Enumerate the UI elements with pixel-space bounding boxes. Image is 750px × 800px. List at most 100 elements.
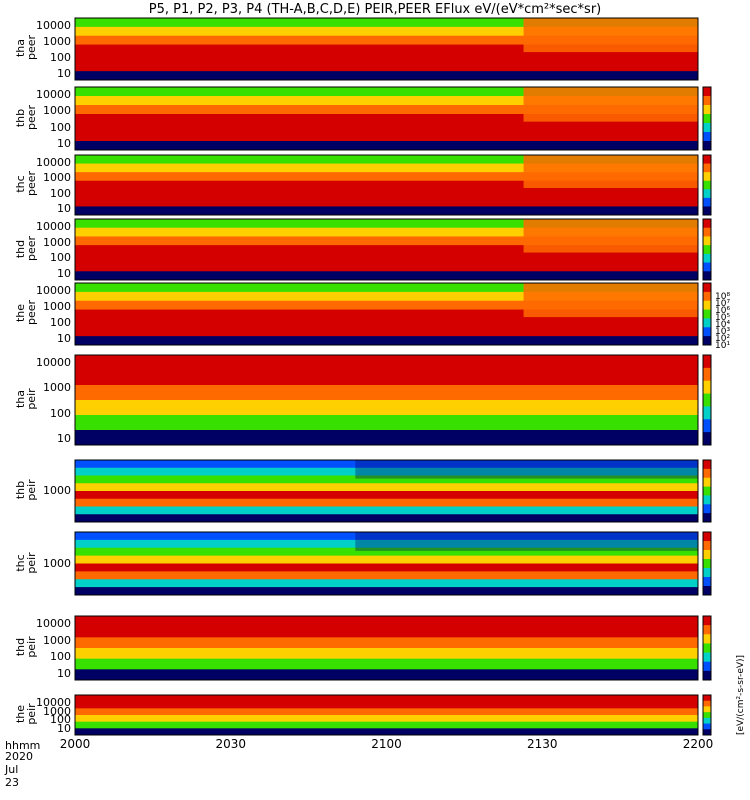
y-tick-label: 10 [57, 667, 71, 680]
colorbar-segment [703, 105, 711, 115]
energy-band [75, 475, 698, 484]
energy-band [75, 514, 698, 523]
panel-frame [74, 218, 699, 281]
colorbar-segment [703, 132, 711, 142]
colorbar-segment [703, 271, 711, 281]
colorbar-tick-label: 10⁶ [715, 306, 731, 316]
panel-frame [74, 86, 699, 151]
colorbar-segment [703, 486, 711, 496]
colorbar-segment [703, 283, 711, 293]
energy-band [75, 283, 698, 293]
y-tick-label: 10 [57, 67, 71, 80]
colorbar-segment [703, 96, 711, 106]
colorbar [702, 531, 712, 596]
colorbar-segment [703, 300, 711, 311]
energy-band [75, 336, 698, 346]
panel-frame [74, 17, 699, 81]
colorbar-segment [703, 577, 711, 587]
y-tick-label: 10000 [36, 617, 71, 630]
panel-the-peir [74, 694, 699, 736]
colorbar-segment [703, 477, 711, 488]
energy-band [75, 385, 698, 401]
energy-band [75, 571, 698, 580]
colorbar [702, 282, 712, 346]
post-jump-noise-region [355, 460, 698, 479]
colorbar-tick-label: 10⁴ [715, 320, 731, 330]
x-tick-label: 2130 [526, 737, 558, 751]
colorbar-segment [703, 419, 711, 433]
date-label: 2020 Jul 23 [5, 750, 33, 789]
colorbar-segment [703, 513, 711, 523]
energy-band [75, 547, 698, 557]
colorbar-tick-label: 10² [715, 334, 731, 344]
colorbar-segment [703, 700, 711, 707]
energy-band [75, 415, 698, 431]
y-tick-label: 100 [50, 120, 71, 134]
late-depletion-region [523, 87, 698, 122]
energy-band [75, 721, 698, 729]
energy-band [75, 105, 698, 115]
energy-band [75, 53, 698, 63]
panel-thc-peir [74, 531, 699, 596]
y-tick-label: 10000 [36, 220, 71, 233]
colorbar-segment [703, 504, 711, 514]
y-tick-label: 1000 [43, 235, 71, 249]
energy-band [75, 648, 698, 660]
energy-band [75, 262, 698, 272]
colorbar-segment [703, 262, 711, 272]
colorbar-segment [703, 327, 711, 337]
colorbar-segment [703, 616, 711, 626]
y-tick-label: 10 [57, 202, 71, 215]
energy-band [75, 35, 698, 46]
energy-band [75, 498, 698, 507]
y-tick-label: 100 [50, 316, 71, 329]
colorbar-segment [703, 367, 711, 382]
energy-band [75, 18, 698, 28]
energy-band [75, 563, 698, 572]
late-depletion-region [523, 283, 698, 318]
colorbar-segment [703, 253, 711, 264]
y-tick-label: 10000 [36, 19, 71, 32]
energy-band [75, 728, 698, 736]
colorbar-segment [703, 550, 711, 560]
energy-band [75, 197, 698, 207]
y-tick-label: 1000 [43, 484, 71, 497]
energy-band [75, 71, 698, 81]
panel-frame [74, 154, 699, 216]
colorbar-frame [702, 218, 712, 281]
colorbar [702, 694, 712, 736]
colorbar-frame [702, 86, 712, 151]
time-format-label: hhmm [5, 739, 41, 752]
energy-band [75, 715, 698, 723]
y-tick-label: 10 [57, 267, 71, 280]
y-tick-label: 1000 [43, 171, 71, 185]
colorbar-segment [703, 432, 711, 446]
colorbar [702, 459, 712, 523]
panel-tha-peir [74, 354, 699, 446]
colorbar-segment [703, 318, 711, 328]
y-tick-label: 10000 [36, 696, 71, 709]
post-jump-noise-region [355, 532, 698, 551]
y-tick-label: 1000 [43, 300, 71, 313]
colorbar-segment [703, 586, 711, 596]
y-tick-label: 1000 [43, 35, 71, 48]
energy-band [75, 87, 698, 97]
energy-band [75, 616, 698, 628]
energy-band [75, 539, 698, 549]
y-tick-label: 1000 [43, 556, 71, 570]
x-tick-label: 2030 [215, 737, 247, 751]
colorbar [702, 154, 712, 216]
colorbar-segment [703, 495, 711, 505]
colorbar-tick-label: 10⁵ [715, 313, 731, 323]
colorbar-frame [702, 694, 712, 736]
colorbar-segment [703, 380, 711, 395]
y-tick-label: 1000 [43, 704, 71, 718]
colorbar-segment [703, 717, 711, 725]
x-tick-label: 2000 [59, 737, 91, 751]
panel-thb-peir [74, 459, 699, 523]
colorbar-frame [702, 354, 712, 446]
y-tick-label: 100 [50, 251, 71, 265]
panel-thd-peer [74, 218, 699, 281]
colorbar [702, 615, 712, 681]
colorbar-segment [703, 468, 711, 479]
